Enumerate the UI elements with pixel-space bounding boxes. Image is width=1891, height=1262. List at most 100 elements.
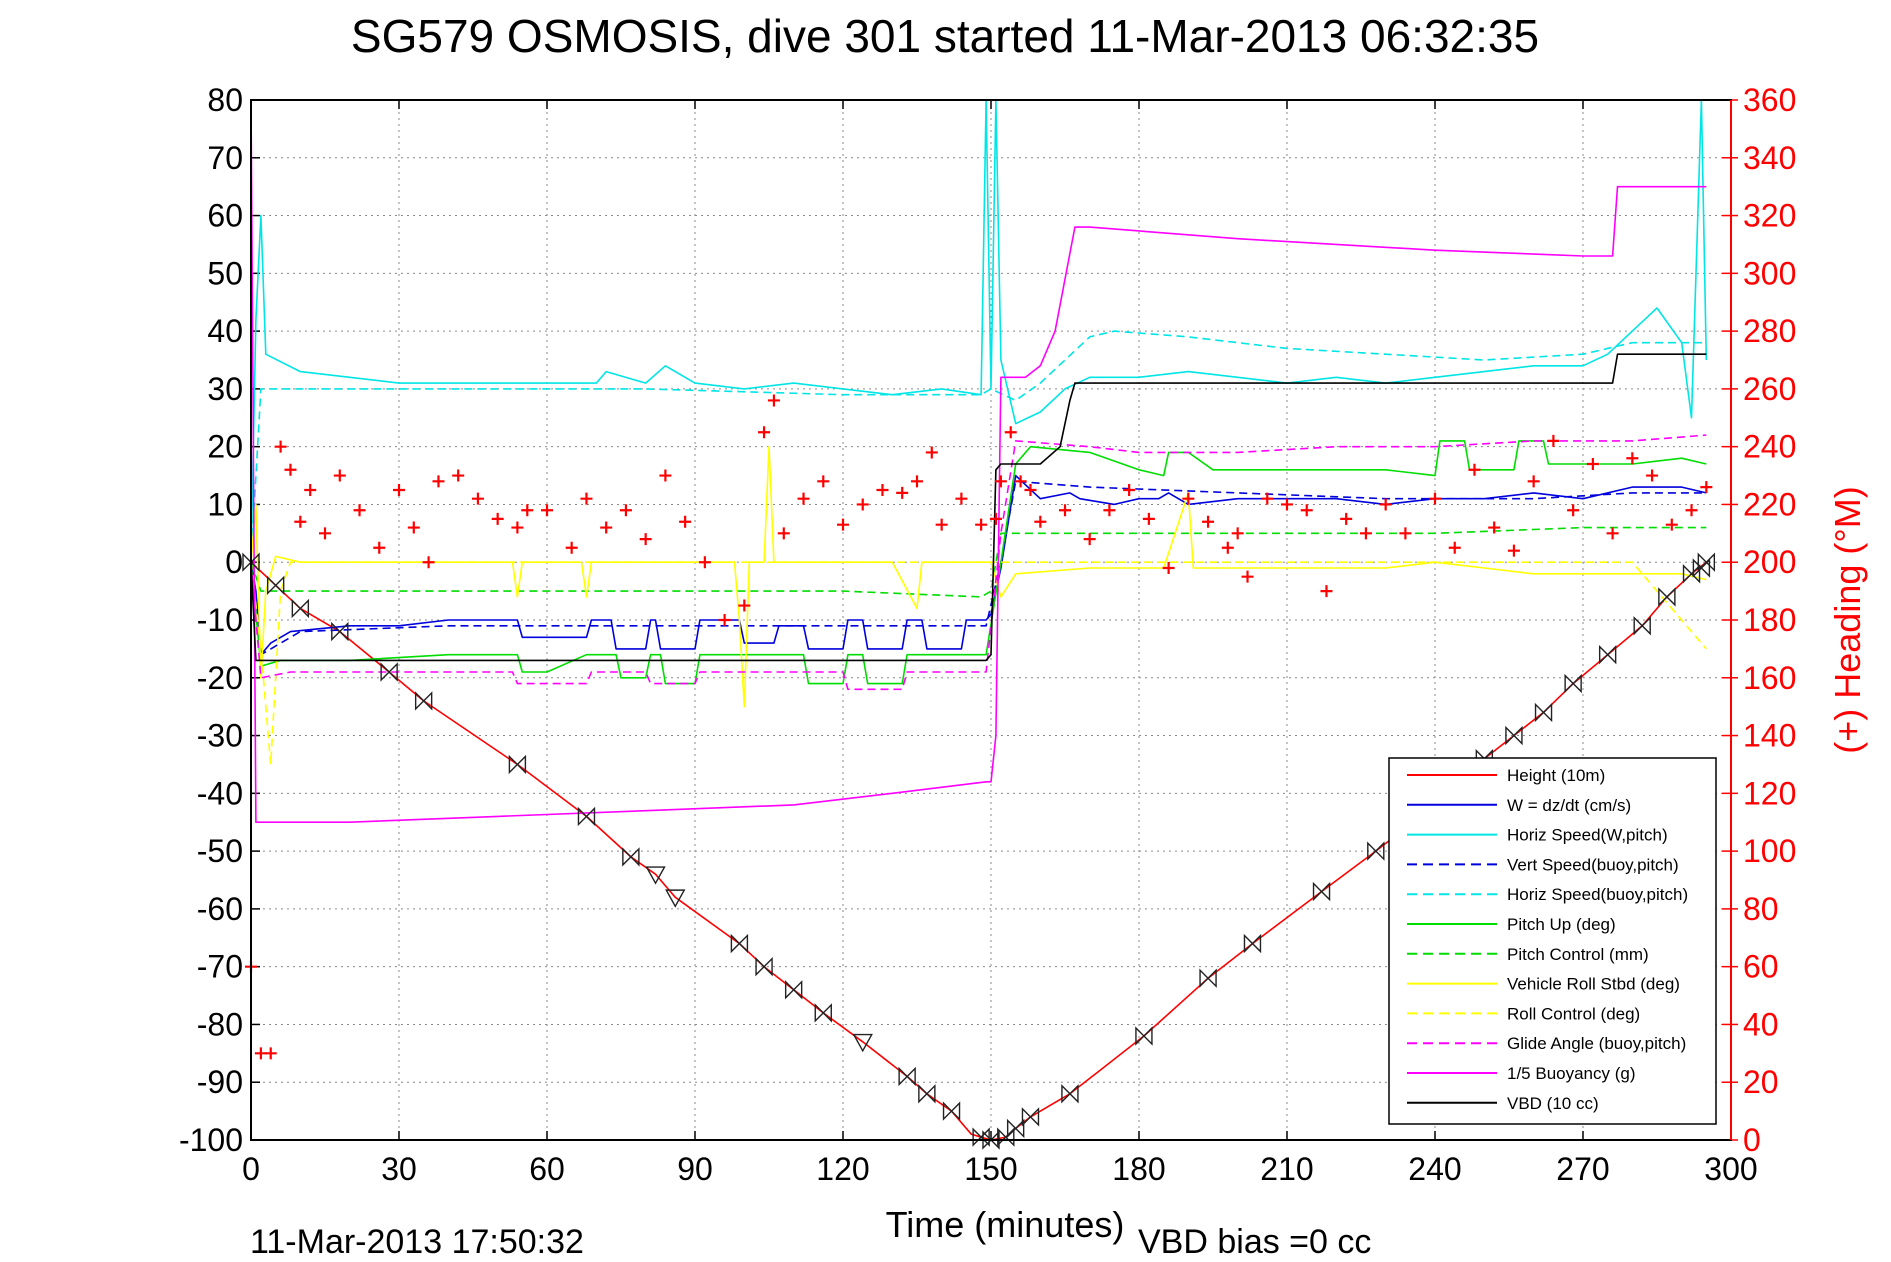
heading-point [1379, 498, 1392, 511]
heading-point [1103, 504, 1116, 517]
tick-label-left: -40 [197, 775, 243, 811]
bowtie-marker [1505, 725, 1523, 746]
heading-point [619, 504, 632, 517]
triangle-marker [852, 1033, 873, 1053]
tick-label-left: 0 [225, 544, 243, 580]
tick-label-right: 100 [1743, 833, 1796, 869]
bowtie-marker [1061, 1084, 1079, 1104]
bowtie-marker [1021, 1107, 1040, 1127]
heading-point [284, 463, 297, 476]
heading-point [1004, 426, 1017, 439]
heading-point [994, 475, 1007, 488]
tick-label-left: -100 [179, 1122, 243, 1158]
triangle-marker [665, 889, 686, 908]
legend-label: Vert Speed(buoy,pitch) [1507, 855, 1679, 874]
tick-label-x: 0 [242, 1151, 260, 1187]
tick-label-x: 30 [381, 1151, 417, 1187]
series-line-9 [250, 434, 1707, 691]
heading-point [319, 527, 331, 540]
bowtie-marker [755, 956, 773, 977]
heading-point [1024, 484, 1037, 496]
heading-point [1399, 527, 1412, 540]
series-line-2 [250, 99, 1708, 563]
heading-point [294, 515, 307, 528]
heading-point [896, 486, 909, 499]
chart-title: SG579 OSMOSIS, dive 301 started 11-Mar-2… [351, 10, 1539, 62]
tick-label-left: 50 [207, 255, 243, 291]
heading-point [955, 492, 968, 505]
bowtie-marker [1658, 587, 1676, 607]
bowtie-marker [918, 1084, 936, 1104]
tick-label-x: 270 [1556, 1151, 1609, 1187]
bowtie-marker [1682, 564, 1701, 584]
heading-point [1231, 527, 1244, 540]
bowtie-marker [982, 1130, 1000, 1150]
tick-label-left: -90 [197, 1064, 243, 1100]
legend-label: Roll Control (deg) [1507, 1004, 1640, 1023]
right-axis-label: (+) Heading (°M) [1827, 486, 1868, 753]
tick-label-right: 300 [1743, 255, 1796, 291]
heading-point [1626, 452, 1639, 465]
footer-timestamp: 11-Mar-2013 17:50:32 [250, 1223, 584, 1261]
tick-label-left: -80 [197, 1006, 243, 1042]
tick-label-left: -20 [197, 660, 243, 696]
series-line-8 [250, 561, 1707, 766]
heading-point [264, 1047, 277, 1060]
heading-point [1162, 562, 1175, 574]
bowtie-marker [622, 847, 640, 867]
bowtie-marker [508, 754, 527, 775]
heading-point [274, 440, 287, 453]
heading-point [1142, 512, 1155, 525]
tick-label-right: 280 [1743, 313, 1796, 349]
tick-label-right: 220 [1743, 486, 1796, 522]
legend-label: Vehicle Roll Stbd (deg) [1507, 975, 1680, 994]
bowtie-marker [577, 806, 596, 827]
heading-point [639, 533, 652, 546]
tick-label-right: 180 [1743, 602, 1796, 638]
tick-label-x: 300 [1704, 1151, 1757, 1187]
bowtie-marker [266, 575, 285, 596]
heading-point [758, 426, 771, 439]
tick-label-left: -70 [197, 949, 243, 985]
heading-point [1429, 492, 1441, 505]
heading-point [1507, 544, 1520, 557]
heading-point [797, 492, 810, 505]
heading-point [935, 518, 948, 531]
bowtie-marker [414, 691, 433, 711]
tick-label-left: 60 [207, 198, 243, 234]
tick-label-x: 210 [1260, 1151, 1313, 1187]
heading-point [541, 504, 553, 517]
series-line-7 [250, 445, 1707, 708]
tick-label-x: 90 [677, 1151, 713, 1187]
heading-point [679, 515, 692, 528]
heading-point [491, 512, 504, 525]
triangle-marker [645, 866, 666, 885]
heading-point [777, 527, 790, 540]
bowtie-marker [1199, 968, 1217, 988]
tick-label-right: 0 [1743, 1122, 1761, 1158]
bowtie-marker [1006, 1118, 1025, 1139]
tick-label-right: 140 [1743, 718, 1796, 754]
tick-label-x: 60 [529, 1151, 565, 1187]
heading-point [1527, 475, 1540, 488]
right-axis-ticks: 3603403203002802602402202001801601401201… [1722, 82, 1796, 1158]
heading-point [738, 599, 751, 612]
heading-point [925, 446, 938, 459]
heading-point [432, 475, 445, 488]
tick-label-left: -50 [197, 833, 243, 869]
series-layer [245, 99, 1713, 1141]
bowtie-marker [1598, 644, 1617, 665]
tick-label-left: -30 [197, 718, 243, 754]
heading-point [1567, 504, 1580, 517]
tick-label-right: 60 [1743, 949, 1779, 985]
tick-label-left: 30 [207, 371, 243, 407]
heading-point [422, 556, 435, 569]
heading-point [1320, 585, 1333, 598]
tick-label-right: 260 [1743, 371, 1796, 407]
series-line-3 [250, 330, 1707, 563]
tick-label-right: 340 [1743, 140, 1796, 176]
heading-point [373, 541, 386, 554]
heading-point [1083, 533, 1096, 546]
heading-point [521, 504, 534, 517]
